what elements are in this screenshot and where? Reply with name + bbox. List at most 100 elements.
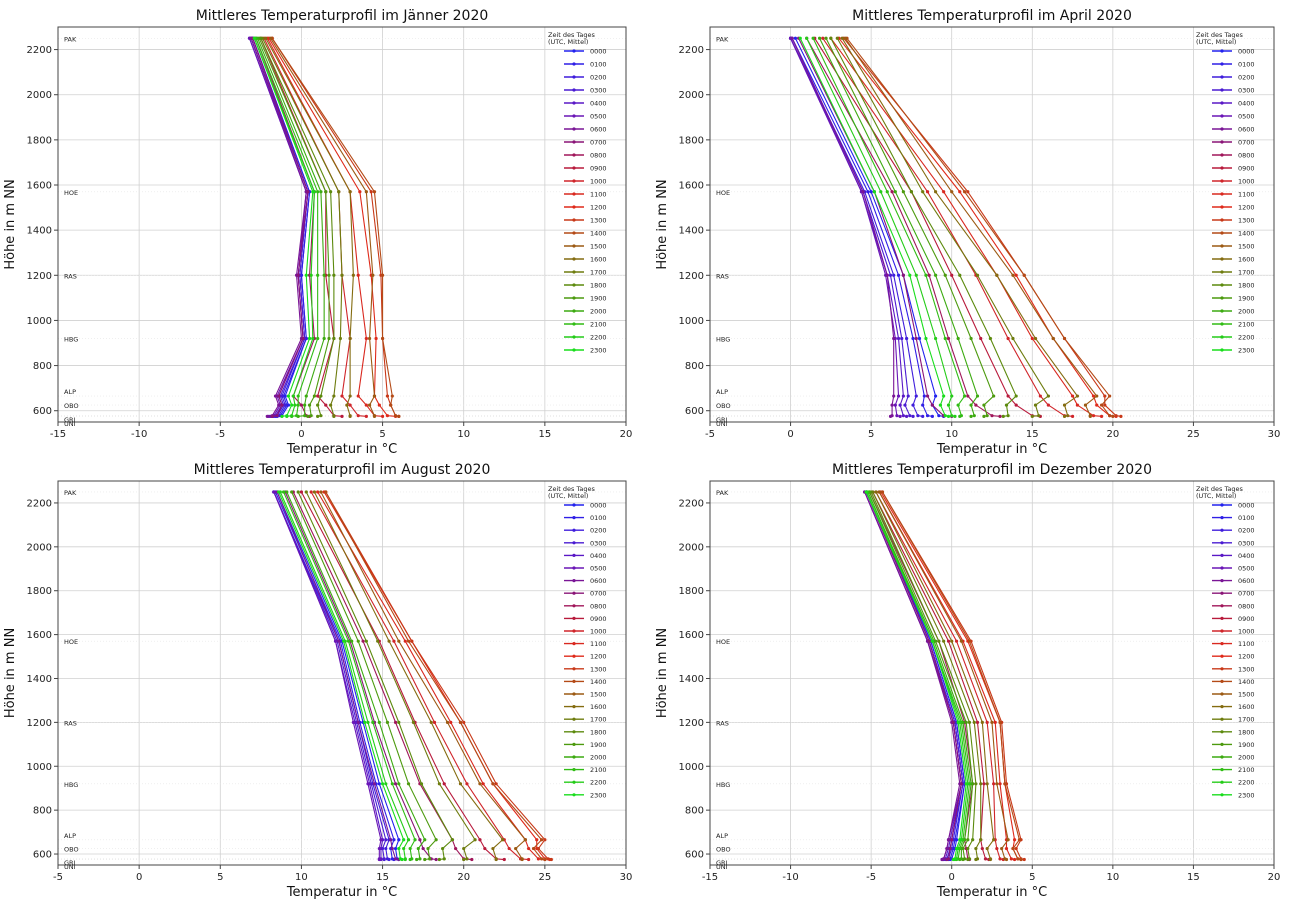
data-point: [1075, 394, 1080, 398]
data-point: [983, 857, 988, 861]
data-point: [531, 846, 536, 851]
data-point: [426, 846, 430, 851]
data-point: [514, 846, 518, 851]
data-point: [290, 403, 294, 407]
data-point: [402, 846, 406, 851]
data-point: [380, 414, 385, 418]
station-label: RAS: [64, 719, 77, 727]
series-line-1500: [878, 491, 1009, 861]
legend-label: 2300: [590, 347, 607, 355]
data-point: [413, 838, 417, 842]
legend-label: 2000: [590, 754, 607, 762]
data-point: [364, 403, 368, 407]
x-tick-label: 10: [457, 429, 470, 440]
station-label: GRI: [716, 859, 728, 867]
data-point: [372, 782, 377, 786]
x-tick-label: 20: [620, 429, 633, 440]
legend-label: 1800: [1238, 728, 1255, 736]
data-point: [892, 336, 896, 341]
data-point: [491, 846, 495, 851]
x-tick-label: -10: [131, 429, 147, 440]
data-point: [384, 838, 388, 842]
legend-marker: [1220, 528, 1224, 532]
y-tick-label: 2200: [679, 498, 704, 509]
data-point: [1003, 782, 1007, 786]
y-axis-label: Höhe in m NN: [3, 628, 18, 718]
legend-marker: [1220, 604, 1224, 608]
data-point: [967, 639, 972, 643]
series-line-2000: [819, 38, 979, 417]
legend-marker: [572, 140, 576, 144]
series-line-0100: [791, 38, 933, 417]
data-point: [316, 336, 320, 341]
y-tick-label: 1600: [679, 630, 704, 641]
data-point: [351, 720, 355, 724]
legend-label: 0800: [590, 602, 607, 610]
data-point: [316, 414, 320, 418]
legend-label: 0200: [1238, 74, 1255, 82]
data-point: [470, 857, 474, 862]
legend-label: 1900: [1238, 295, 1255, 303]
data-point: [993, 720, 997, 724]
data-point: [964, 720, 968, 724]
legend-label: 0400: [1238, 100, 1255, 108]
y-tick-label: 1000: [679, 316, 704, 327]
legend-label: 2000: [1238, 308, 1255, 316]
data-point: [377, 857, 381, 862]
data-point: [898, 414, 902, 418]
data-point: [393, 846, 398, 851]
panel-title: Mittleres Temperaturprofil im April 2020: [852, 8, 1132, 24]
legend-marker: [1220, 322, 1224, 326]
data-point: [1001, 414, 1005, 418]
data-point: [1070, 414, 1075, 418]
data-point: [377, 720, 381, 724]
x-tick-label: 25: [1187, 429, 1200, 440]
legend-label: 0700: [1238, 590, 1255, 598]
legend-label: 1400: [590, 230, 607, 238]
data-point: [790, 36, 794, 40]
data-point: [286, 394, 291, 398]
legend-marker: [1220, 283, 1224, 287]
data-point: [951, 720, 955, 724]
data-point: [458, 720, 463, 724]
data-point: [1017, 838, 1021, 842]
y-tick-label: 1000: [679, 762, 704, 773]
legend-marker: [1220, 309, 1224, 313]
x-tick-label: -10: [782, 872, 798, 883]
data-point: [527, 857, 531, 862]
legend-label: 0700: [590, 139, 607, 147]
legend-marker: [1220, 335, 1224, 339]
data-point: [793, 36, 798, 40]
legend-label: 0900: [1238, 165, 1255, 173]
data-point: [389, 838, 393, 842]
legend-label: 2000: [1238, 754, 1255, 762]
data-point: [316, 403, 320, 407]
data-point: [1033, 336, 1038, 341]
legend-label: 1300: [590, 665, 607, 673]
data-point: [442, 782, 446, 786]
data-point: [372, 394, 377, 398]
series-line-1300: [881, 491, 1025, 861]
data-point: [1033, 403, 1038, 407]
data-point: [896, 336, 901, 341]
legend-marker: [572, 127, 576, 131]
data-point: [943, 273, 947, 277]
data-point: [406, 782, 411, 786]
data-point: [1095, 403, 1099, 407]
station-label: GRI: [64, 859, 76, 867]
data-point: [1103, 403, 1107, 407]
legend-label: 0200: [1238, 527, 1255, 535]
legend-marker: [1220, 516, 1224, 520]
data-point: [356, 414, 360, 418]
legend-marker: [1220, 692, 1224, 696]
legend-label: 0100: [1238, 514, 1255, 522]
data-point: [950, 414, 954, 418]
data-point: [290, 490, 294, 494]
station-label: ALP: [64, 832, 76, 840]
legend-marker: [572, 591, 576, 595]
legend-marker: [1220, 127, 1224, 131]
legend-marker: [1220, 257, 1224, 261]
data-point: [958, 190, 962, 194]
legend-marker: [572, 717, 576, 721]
data-point: [392, 838, 396, 842]
